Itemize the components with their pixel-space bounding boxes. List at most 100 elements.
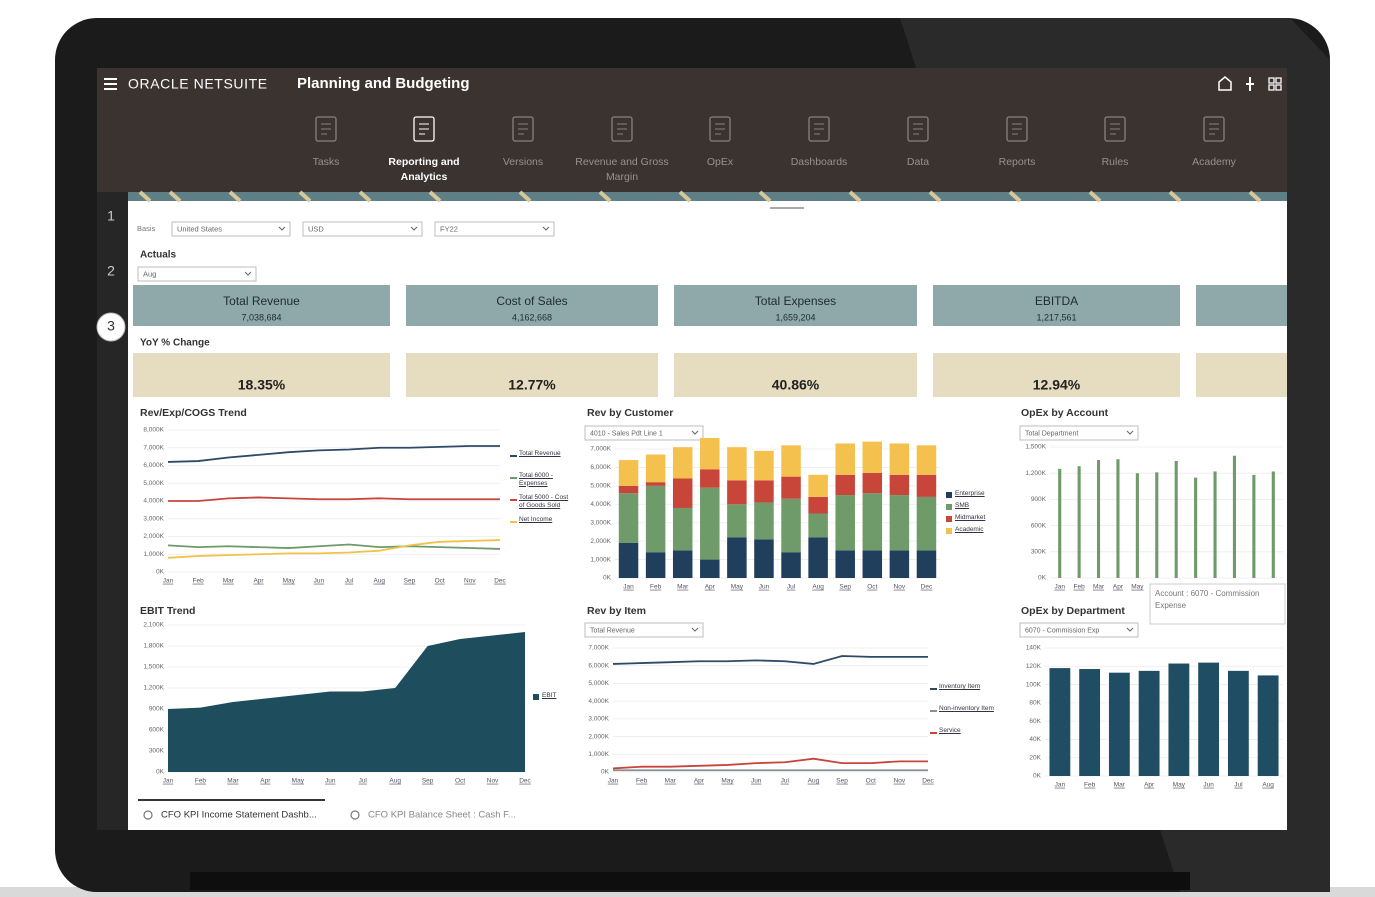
bar-segment xyxy=(889,474,910,496)
bar xyxy=(1135,473,1139,578)
bar xyxy=(1077,466,1081,578)
brand: ORACLE NETSUITE xyxy=(128,76,268,92)
dropdown-box xyxy=(137,266,257,282)
legend-label: Non-inventory Item xyxy=(939,705,994,712)
dropdown[interactable]: United States xyxy=(171,221,291,237)
y-tick-label: 0K xyxy=(1033,773,1042,780)
nav-label-box: Versions xyxy=(502,156,544,168)
dropdown-value: Total Revenue xyxy=(590,627,635,634)
x-tick-label: Sep xyxy=(404,578,416,585)
drag-handle[interactable] xyxy=(770,207,804,209)
dropdown[interactable]: Total Revenue xyxy=(584,622,704,638)
legend-swatch xyxy=(510,499,517,501)
y-tick-label: 900K xyxy=(1031,496,1047,503)
tab-label[interactable]: CFO KPI Income Statement Dashb... xyxy=(161,810,317,821)
chart-title: OpEx by Account xyxy=(1021,407,1109,419)
nav-item[interactable] xyxy=(1203,116,1225,142)
bar-segment xyxy=(727,504,747,538)
dropdown-value: 6070 - Commission Exp xyxy=(1025,627,1099,634)
legend-swatch xyxy=(510,477,517,479)
y-tick-label: 80K xyxy=(1029,700,1041,707)
x-tick-label: Feb xyxy=(1074,584,1086,591)
nav-icon xyxy=(907,116,929,142)
legend-label: Enterprise xyxy=(955,490,985,497)
legend-label-box: Inventory Item xyxy=(939,683,981,690)
bar-segment xyxy=(916,496,937,551)
legend-swatch xyxy=(510,521,517,523)
bar xyxy=(1213,471,1217,578)
kpi-card xyxy=(1196,285,1287,326)
y-tick-label: 0K xyxy=(156,569,165,576)
x-tick-label: Jan xyxy=(623,584,634,591)
dropdown[interactable]: USD xyxy=(302,221,423,237)
legend-label: Inventory Item xyxy=(939,683,981,690)
dropdown[interactable]: 6070 - Commission Exp xyxy=(1019,622,1139,638)
y-tick-label: 1,200K xyxy=(143,685,164,692)
nav-item[interactable] xyxy=(315,116,337,142)
bar-segment xyxy=(645,485,666,553)
app-title: Planning and Budgeting xyxy=(297,75,470,92)
dropdown-value: Total Department xyxy=(1025,430,1078,437)
home-icon[interactable] xyxy=(1218,76,1232,91)
header-texture xyxy=(128,192,1287,201)
nav-label-box: Data xyxy=(907,156,929,168)
tab-icon xyxy=(350,810,360,820)
nav-item[interactable] xyxy=(413,116,435,142)
y-tick-label: 4,000K xyxy=(590,501,611,508)
y-tick-label: 0K xyxy=(1038,575,1047,582)
y-tick-label: 1,000K xyxy=(590,556,611,563)
nav-item[interactable] xyxy=(808,116,830,142)
nav-item[interactable] xyxy=(611,116,633,142)
bar-segment xyxy=(700,437,720,470)
nav-label: Versions xyxy=(502,156,544,168)
bar-segment xyxy=(645,552,666,578)
y-tick-label: 3,000K xyxy=(143,515,164,522)
dropdown[interactable]: Aug xyxy=(137,266,257,282)
y-tick-label: 4,000K xyxy=(143,498,164,505)
nav-icon xyxy=(413,116,435,142)
nav-label-box: Revenue and Gross Margin xyxy=(575,156,668,183)
legend-label: Net Income xyxy=(519,516,553,523)
nav-item[interactable] xyxy=(709,116,731,142)
dropdown[interactable]: FY22 xyxy=(434,221,555,237)
x-tick-label: Jul xyxy=(787,584,796,591)
nav-item[interactable] xyxy=(1006,116,1028,142)
x-tick-label: Mar xyxy=(665,778,677,785)
bar xyxy=(1079,669,1101,776)
legend-label: SMB xyxy=(955,502,970,509)
bar xyxy=(1168,663,1190,776)
y-tick-label: 40K xyxy=(1029,736,1041,743)
grid-icon[interactable] xyxy=(1268,77,1282,91)
bar xyxy=(1198,662,1220,776)
legend-label: Total 6000 - Expenses xyxy=(519,472,553,487)
y-tick-label: 3,000K xyxy=(590,519,611,526)
dropdown[interactable]: Total Department xyxy=(1019,425,1139,441)
legend-label: Total Revenue xyxy=(519,450,561,457)
bar-segment xyxy=(808,496,828,514)
section-label: Actuals xyxy=(140,250,177,261)
nav-item[interactable] xyxy=(907,116,929,142)
y-tick-label: 2,000K xyxy=(588,733,609,740)
y-tick-label: 600K xyxy=(149,727,165,734)
bar-segment xyxy=(618,485,639,494)
pin-icon[interactable] xyxy=(1246,77,1254,91)
x-tick-label: Feb xyxy=(195,778,207,785)
y-tick-label: 120K xyxy=(1026,663,1042,670)
nav-label-box: OpEx xyxy=(707,156,733,168)
dropdown-value: Aug xyxy=(143,269,156,278)
x-tick-label: Mar xyxy=(227,778,239,785)
nav-item[interactable] xyxy=(1104,116,1126,142)
bar xyxy=(1271,471,1275,578)
y-tick-label: 8,000K xyxy=(143,427,164,434)
nav-item[interactable] xyxy=(512,116,534,142)
dropdown-box xyxy=(171,221,291,237)
menu-icon[interactable] xyxy=(104,78,117,90)
bar-segment xyxy=(672,447,693,479)
dropdown[interactable]: 4010 - Sales Pdt Line 1 xyxy=(584,425,704,441)
x-tick-label: May xyxy=(721,778,734,785)
tab-label[interactable]: CFO KPI Balance Sheet : Cash F... xyxy=(368,810,516,821)
bar xyxy=(1138,670,1160,776)
legend-label-box: Total Revenue xyxy=(519,450,561,457)
nav-icon xyxy=(1006,116,1028,142)
x-tick-label: Feb xyxy=(650,584,662,591)
